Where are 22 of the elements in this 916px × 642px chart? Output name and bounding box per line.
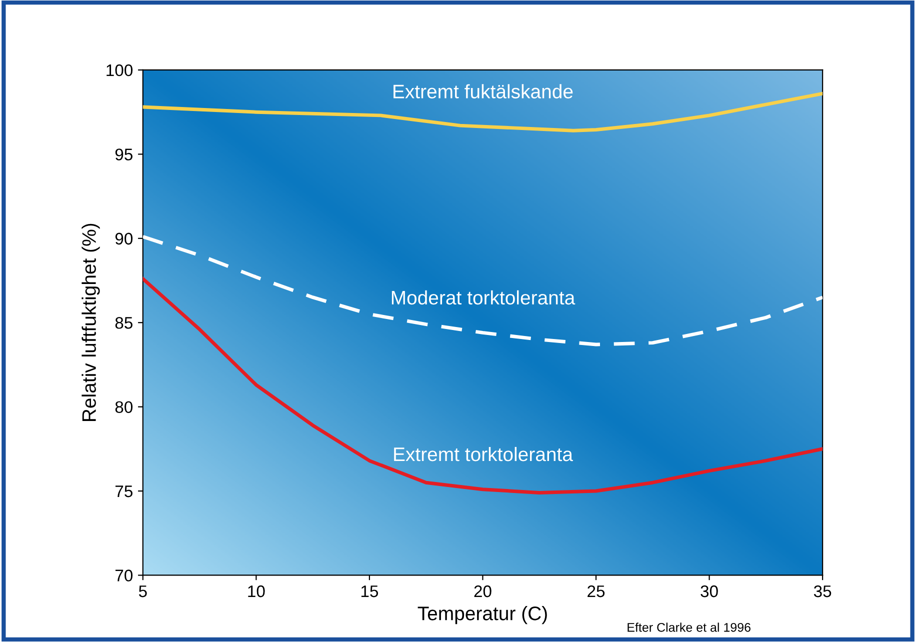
x-tick-label: 20 [474,585,492,598]
x-axis-title: Temperatur (C) [418,606,547,624]
y-tick-label: 75 [115,486,132,498]
series-label: Moderat torktoleranta [392,290,576,305]
y-tick-label: 95 [115,148,132,160]
x-tick-label: 30 [700,585,718,598]
y-tick-label: 70 [115,570,133,582]
text: Efter Clarke et al 1996 [628,622,750,632]
y-tick-label: 90 [115,232,133,245]
y-tick-label: 85 [115,317,132,329]
line-series [142,234,823,346]
series-label: Extremt torktoleranta [394,446,573,462]
x-tick-label: 35 [814,585,832,598]
x-tick-label: 25 [588,585,605,598]
line-series [142,277,823,494]
y-tick-label: 80 [115,401,133,414]
x-tick-label: 5 [138,586,147,598]
y-axis-title: Relativ luftfuktighet (%) [82,224,100,421]
x-tick-label: 15 [361,586,378,598]
x-tick-label: 10 [248,585,265,598]
y-tick-label: 100 [106,64,133,76]
series-label: Extremt fuktälskande [394,84,573,98]
